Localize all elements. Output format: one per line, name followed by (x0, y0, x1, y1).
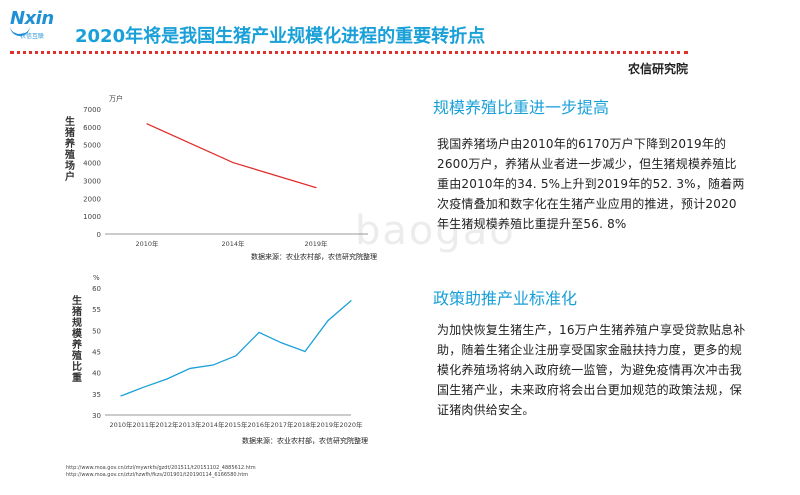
chart2-data-point (166, 378, 168, 380)
chart2-xtick-label: 2019年 (316, 420, 340, 429)
chart2-data-point (258, 331, 260, 334)
chart2-xtick-label: 2020年 (339, 420, 363, 429)
chart2-data-point (281, 342, 283, 344)
chart2-ytick-label: 60 (92, 285, 101, 293)
chart2-data-point (304, 350, 306, 353)
logo-wordmark: Nxin (10, 8, 54, 29)
chart1-ytick-label: 1000 (83, 213, 101, 221)
chart2-xtick-label: 2017年 (270, 420, 294, 429)
chart2-data-point (189, 367, 191, 370)
chart2-data-point (327, 319, 329, 322)
logo-swoosh-icon (10, 26, 30, 36)
chart2-ytick-label: 45 (92, 349, 101, 357)
chart2-unit-label: % (93, 274, 100, 282)
chart1-ylabel: 生猪养殖场户 (65, 117, 75, 183)
chart1-xtick-label: 2019年 (304, 239, 328, 248)
chart2-data-point (350, 300, 352, 302)
footnote-link-1[interactable]: http://www.moa.gov.cn/ztzl/mywrkfs/gzdt/… (66, 465, 256, 471)
chart2-xtick-label: 2012年 (155, 420, 179, 429)
chart1-xtick-label: 2014年 (221, 239, 245, 248)
chart1-xtick-label: 2010年 (135, 239, 159, 248)
chart2-data-point (120, 395, 122, 397)
chart2-xtick-label: 2015年 (224, 420, 248, 429)
chart1-data-point (232, 161, 234, 164)
chart1-ytick-label: 7000 (83, 106, 101, 114)
section-heading-scale: 规模养殖比重进一步提高 (433, 98, 610, 117)
page-title: 2020年将是我国生猪产业规模化进程的重要转折点 (75, 26, 486, 47)
watermark: baogao (355, 208, 516, 254)
brand-logo: Nxin 农信互联 (10, 8, 68, 48)
chart2-data-point (235, 355, 237, 357)
source-organization: 农信研究院 (627, 62, 688, 76)
section-body-scale: 我国养猪场户由2010年的6170万户下降到2019年的2600万户，养猪从业者… (437, 137, 745, 231)
chart2-xtick-label: 2014年 (201, 420, 225, 429)
chart1-ytick-label: 4000 (83, 160, 101, 168)
section-heading-policy: 政策助推产业标准化 (433, 289, 578, 308)
chart1-ytick-label: 5000 (83, 142, 101, 150)
chart1-ytick-label: 3000 (83, 177, 101, 185)
chart2-xtick-label: 2010年 (109, 420, 133, 429)
chart2-ytick-label: 35 (92, 391, 101, 399)
chart2-ytick-label: 40 (92, 370, 101, 378)
section-body-policy: 为加快恢复生猪生产，16万户生猪养殖户享受贷款贴息补助，随着生猪企业注册享受国家… (437, 323, 746, 417)
chart2-xtick-label: 2018年 (293, 420, 317, 429)
chart2-ytick-label: 50 (92, 327, 101, 335)
chart2-xtick-label: 2013年 (178, 420, 202, 429)
chart2-ytick-label: 30 (92, 412, 101, 420)
chart2-data-point (143, 386, 145, 388)
chart1-ytick-label: 2000 (83, 195, 101, 203)
chart2-ylabel: 生猪规模养殖比重 (72, 296, 82, 384)
chart2-xtick-label: 2016年 (247, 420, 271, 429)
title-divider (10, 51, 688, 54)
logo-subtitle: 农信互联 (20, 33, 45, 40)
chart1-ytick-label: 0 (97, 231, 101, 239)
footnote-link-2[interactable]: http://www.moa.gov.cn/ztzl/hzwfh/fkzs/20… (66, 472, 249, 478)
chart1-ytick-label: 6000 (83, 124, 101, 132)
chart2-series-line (120, 300, 352, 397)
chart1-source: 数据来源：农业农村部，农信研究院整理 (251, 253, 377, 261)
chart1-data-point (315, 186, 317, 189)
chart2-source: 数据来源：农业农村部，农信研究院整理 (242, 437, 368, 445)
chart1-data-point (146, 123, 148, 125)
chart1-unit-label: 万户 (109, 94, 123, 103)
chart2-data-point (212, 364, 214, 366)
chart2-ytick-label: 55 (92, 306, 101, 314)
chart2-xtick-label: 2011年 (132, 420, 156, 429)
